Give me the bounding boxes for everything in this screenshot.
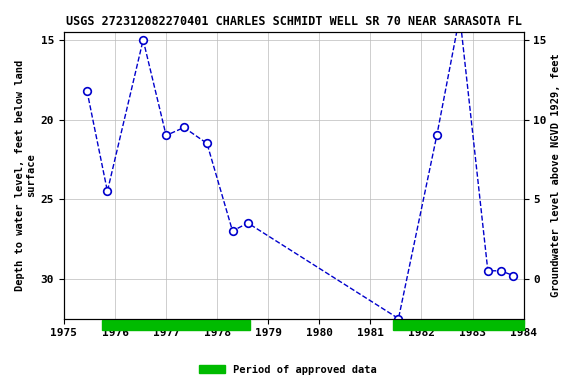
Bar	[393, 319, 524, 329]
Title: USGS 272312082270401 CHARLES SCHMIDT WELL SR 70 NEAR SARASOTA FL: USGS 272312082270401 CHARLES SCHMIDT WEL…	[66, 15, 522, 28]
Bar	[103, 319, 251, 329]
Y-axis label: Depth to water level, feet below land
surface: Depth to water level, feet below land su…	[15, 60, 37, 291]
Legend: Period of approved data: Period of approved data	[195, 361, 381, 379]
Y-axis label: Groundwater level above NGVD 1929, feet: Groundwater level above NGVD 1929, feet	[551, 53, 561, 297]
